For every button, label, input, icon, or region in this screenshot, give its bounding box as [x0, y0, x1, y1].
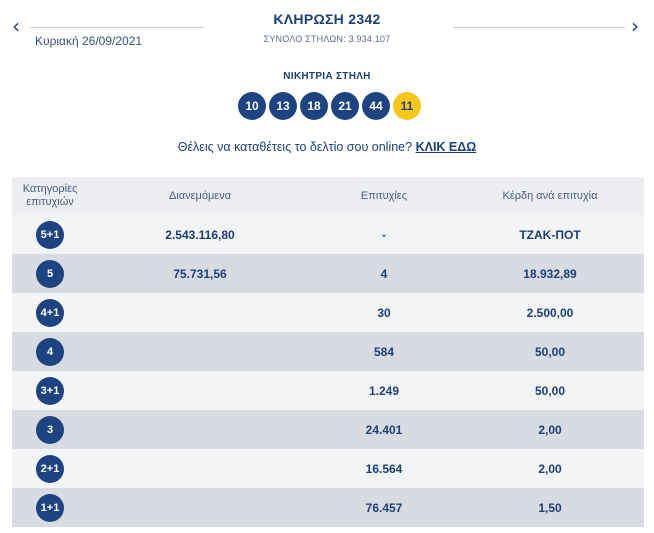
table-row: 4+1 30 2.500,00 — [12, 293, 644, 332]
header-divider-right — [453, 27, 625, 28]
click-here-link[interactable]: ΚΛΙΚ ΕΔΩ — [415, 140, 477, 154]
winners-value: 584 — [312, 332, 456, 371]
header-divider-left — [30, 27, 204, 28]
draw-date: Κυριακή 26/09/2021 — [35, 34, 143, 48]
winners-value: 24.401 — [312, 410, 456, 449]
distributed-value — [88, 410, 312, 449]
prize-value: 50,00 — [456, 371, 644, 410]
category-badge: 3 — [36, 415, 64, 444]
draw-title: ΚΛΗΡΩΣΗ 2342 — [273, 11, 381, 27]
category-badge: 5 — [36, 259, 64, 288]
category-badge: 4 — [36, 337, 64, 366]
prize-value: ΤΖΑΚ-ΠΟΤ — [456, 215, 644, 254]
header-winners: Επιτυχίες — [312, 177, 456, 215]
distributed-value — [88, 488, 312, 527]
columns-total: ΣΥΝΟΛΟ ΣΤΗΛΩΝ: 3.934.107 — [263, 34, 391, 44]
draw-header: ‹ Κυριακή 26/09/2021 ΚΛΗΡΩΣΗ 2342 ΣΥΝΟΛΟ… — [0, 0, 654, 60]
prize-value: 2,00 — [456, 449, 644, 488]
category-badge: 5+1 — [36, 220, 64, 249]
prize-categories-table: Κατηγορίες επιτυχιών Διανεμόμενα Επιτυχί… — [12, 177, 644, 527]
header-prize-per-win: Κέρδη ανά επιτυχία — [456, 177, 644, 215]
category-badge: 2+1 — [36, 454, 64, 483]
winners-value: 30 — [312, 293, 456, 332]
winning-number-ball: 10 — [238, 92, 266, 120]
header-distributed: Διανεμόμενα — [88, 177, 312, 215]
distributed-value — [88, 371, 312, 410]
distributed-value: 2.543.116,80 — [88, 215, 312, 254]
table-row: 5+1 2.543.116,80 - ΤΖΑΚ-ΠΟΤ — [12, 215, 644, 254]
category-badge: 3+1 — [36, 376, 64, 405]
winners-value: - — [312, 215, 456, 254]
prize-value: 2.500,00 — [456, 293, 644, 332]
distributed-value — [88, 332, 312, 371]
table-row: 3 24.401 2,00 — [12, 410, 644, 449]
winners-value: 4 — [312, 254, 456, 293]
winning-number-ball: 13 — [269, 92, 297, 120]
previous-draw-arrow-icon[interactable]: ‹ — [12, 14, 20, 38]
winning-column-label: ΝΙΚΗΤΡΙΑ ΣΤΗΛΗ — [283, 71, 371, 82]
online-betting-text: Θέλεις να καταθέτεις το δελτίο σου onlin… — [177, 140, 413, 154]
table-row: 3+1 1.249 50,00 — [12, 371, 644, 410]
online-betting-prompt: Θέλεις να καταθέτεις το δελτίο σου onlin… — [0, 140, 654, 154]
winning-number-ball: 44 — [362, 92, 390, 120]
table-header-row: Κατηγορίες επιτυχιών Διανεμόμενα Επιτυχί… — [12, 177, 644, 215]
table-row: 4 584 50,00 — [12, 332, 644, 371]
distributed-value: 75.731,56 — [88, 254, 312, 293]
winning-number-ball: 18 — [300, 92, 328, 120]
winning-number-ball: 21 — [331, 92, 359, 120]
joker-number-ball: 11 — [393, 92, 421, 120]
distributed-value — [88, 293, 312, 332]
prize-value: 50,00 — [456, 332, 644, 371]
header-categories-line1: Κατηγορίες — [22, 183, 78, 195]
prize-value: 1,50 — [456, 488, 644, 527]
table-row: 2+1 16.564 2,00 — [12, 449, 644, 488]
winners-value: 1.249 — [312, 371, 456, 410]
category-badge: 4+1 — [36, 298, 64, 327]
table-row: 5 75.731,56 4 18.932,89 — [12, 254, 644, 293]
next-draw-arrow-icon[interactable]: › — [631, 14, 639, 38]
header-categories: Κατηγορίες επιτυχιών — [12, 177, 88, 215]
winners-value: 76.457 — [312, 488, 456, 527]
distributed-value — [88, 449, 312, 488]
header-categories-line2: επιτυχιών — [26, 196, 74, 208]
winners-value: 16.564 — [312, 449, 456, 488]
category-badge: 1+1 — [36, 493, 64, 522]
prize-value: 2,00 — [456, 410, 644, 449]
table-row: 1+1 76.457 1,50 — [12, 488, 644, 527]
prize-value: 18.932,89 — [456, 254, 644, 293]
